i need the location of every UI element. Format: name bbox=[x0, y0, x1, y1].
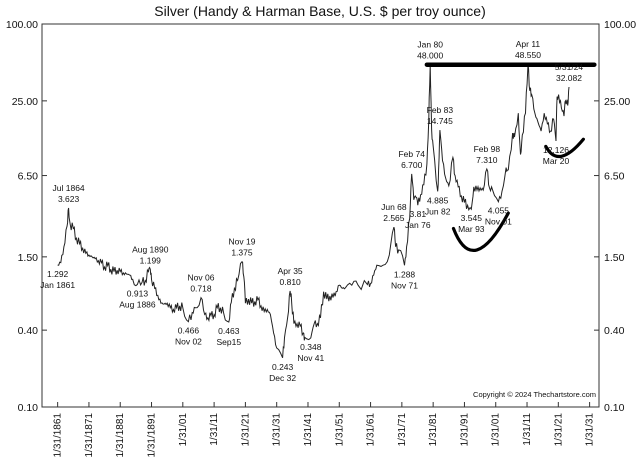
annotation-label: 4.885 bbox=[427, 195, 449, 205]
x-tick-label: 1/31/11 bbox=[209, 413, 220, 446]
x-tick-label: 1/31/31 bbox=[585, 413, 596, 447]
annotation-label: Aug 1890 bbox=[132, 244, 169, 254]
annotation-label: 4.055 bbox=[488, 206, 510, 216]
annotation-label: Jun 68 bbox=[381, 202, 407, 212]
annotation-label: 1.292 bbox=[47, 269, 69, 279]
annotation-label: Jan 76 bbox=[405, 220, 431, 230]
annotation-label: Feb 98 bbox=[474, 144, 501, 154]
annotation-label: Nov 19 bbox=[228, 237, 255, 247]
y-axis-right: 0.10 0.40 1.50 6.50 25.00 100.00 bbox=[604, 19, 636, 414]
x-tick-label: 1/31/1871 bbox=[84, 413, 95, 458]
annotation-label: Jun 82 bbox=[425, 206, 451, 216]
annotation-label: Mar 20 bbox=[543, 156, 570, 166]
annotation-label: 0.466 bbox=[178, 326, 200, 336]
y-axis-left: 0.10 0.40 1.50 6.50 25.00 100.00 bbox=[6, 19, 38, 414]
x-tick-label: 1/31/31 bbox=[272, 413, 283, 447]
x-tick-label: 1/31/1891 bbox=[147, 413, 158, 458]
y-tick-label-right: 0.40 bbox=[604, 325, 625, 337]
annotation-label: 0.913 bbox=[127, 288, 149, 298]
x-axis: 1/31/1861 1/31/1871 1/31/1881 1/31/1891 1/31… bbox=[53, 413, 596, 458]
y-tick-label-left: 0.40 bbox=[18, 325, 39, 337]
x-tick-label: 1/31/91 bbox=[459, 413, 470, 447]
x-tick-label: 1/31/81 bbox=[428, 413, 439, 447]
annotation-label: Feb 83 bbox=[427, 105, 454, 115]
x-tick-label: 1/31/1861 bbox=[53, 413, 64, 458]
annotation-label: 3.81 bbox=[410, 209, 427, 219]
annotation-label: 2.565 bbox=[383, 213, 405, 223]
annotation-label: Jan 1861 bbox=[40, 280, 75, 290]
y-tick-label-right: 25.00 bbox=[604, 96, 630, 108]
y-tick-label-left: 1.50 bbox=[18, 252, 39, 264]
y-tick-label-right: 6.50 bbox=[604, 171, 625, 183]
annotation-label: 48.000 bbox=[417, 51, 443, 61]
x-tick-label: 1/31/21 bbox=[240, 413, 251, 447]
annotation-label: 14.745 bbox=[427, 116, 453, 126]
x-tick-label: 1/31/21 bbox=[553, 413, 564, 447]
support-arcs bbox=[451, 137, 585, 252]
x-tick-label: 1/31/51 bbox=[334, 413, 345, 447]
annotation-label: 0.718 bbox=[190, 284, 212, 294]
y-tick-label-right: 0.10 bbox=[604, 402, 625, 414]
annotation-label: Apr 11 bbox=[516, 39, 541, 49]
grid-ticks bbox=[42, 23, 599, 408]
x-tick-label: 1/31/01 bbox=[178, 413, 189, 447]
annotation-label: Dec 32 bbox=[269, 373, 296, 383]
annotation-label: Feb 74 bbox=[398, 149, 425, 159]
x-tick-label: 1/31/11 bbox=[522, 413, 533, 446]
y-tick-label-left: 25.00 bbox=[12, 96, 38, 108]
annotation-label: 1.288 bbox=[394, 269, 416, 279]
annotation-label: Nov 06 bbox=[187, 273, 214, 283]
annotation-label: Nov 01 bbox=[485, 217, 512, 227]
y-tick-label-left: 100.00 bbox=[6, 19, 38, 31]
annotation-label: Jan 80 bbox=[417, 40, 443, 50]
annotation-label: Nov 71 bbox=[391, 280, 418, 290]
y-tick-label-left: 6.50 bbox=[18, 171, 39, 183]
annotation-label: Nov 02 bbox=[175, 337, 202, 347]
y-tick-label-left: 0.10 bbox=[18, 402, 39, 414]
annotation-label: 3.545 bbox=[461, 213, 483, 223]
annotation-label: 0.243 bbox=[272, 362, 294, 372]
x-tick-label: 1/31/71 bbox=[397, 413, 408, 447]
annotation-label: 0.463 bbox=[218, 326, 240, 336]
y-tick-label-right: 100.00 bbox=[604, 19, 636, 31]
annotation-label: Mar 93 bbox=[458, 224, 485, 234]
annotation-label: 3.623 bbox=[58, 194, 80, 204]
annotation-label: 0.348 bbox=[300, 342, 322, 352]
annotation-label: 32.082 bbox=[556, 73, 582, 83]
annotation-label: Apr 35 bbox=[278, 266, 303, 276]
annotation-label: 0.810 bbox=[280, 277, 302, 287]
x-tick-label: 1/31/01 bbox=[491, 413, 502, 447]
annotation-label: 6.700 bbox=[401, 160, 423, 170]
x-tick-label: 1/31/41 bbox=[303, 413, 314, 447]
silver-price-line bbox=[57, 64, 570, 358]
x-tick-label: 1/31/61 bbox=[366, 413, 377, 447]
annotation-label: 7.310 bbox=[476, 155, 498, 165]
annotation-label: 1.375 bbox=[231, 248, 253, 258]
support-arc bbox=[451, 211, 510, 252]
annotation-label: 48.550 bbox=[515, 50, 541, 60]
support-arc bbox=[544, 137, 585, 158]
annotation-label: Sep15 bbox=[217, 337, 242, 347]
annotation-label: 1.199 bbox=[140, 255, 162, 265]
annotation-label: 5/31/24 bbox=[555, 62, 584, 72]
annotation-label: Jul 1864 bbox=[53, 183, 85, 193]
y-tick-label-right: 1.50 bbox=[604, 252, 625, 264]
annotation-label: Nov 41 bbox=[297, 353, 324, 363]
plot-frame bbox=[41, 23, 600, 408]
chart-title: Silver (Handy & Harman Base, U.S. $ per … bbox=[154, 3, 485, 19]
annotation-label: Aug 1886 bbox=[119, 299, 156, 309]
x-tick-label: 1/31/1881 bbox=[115, 413, 126, 458]
copyright-note: Copyright © 2024 Thechartstore.com bbox=[473, 390, 596, 399]
annotation-label: 12.126 bbox=[543, 145, 569, 155]
